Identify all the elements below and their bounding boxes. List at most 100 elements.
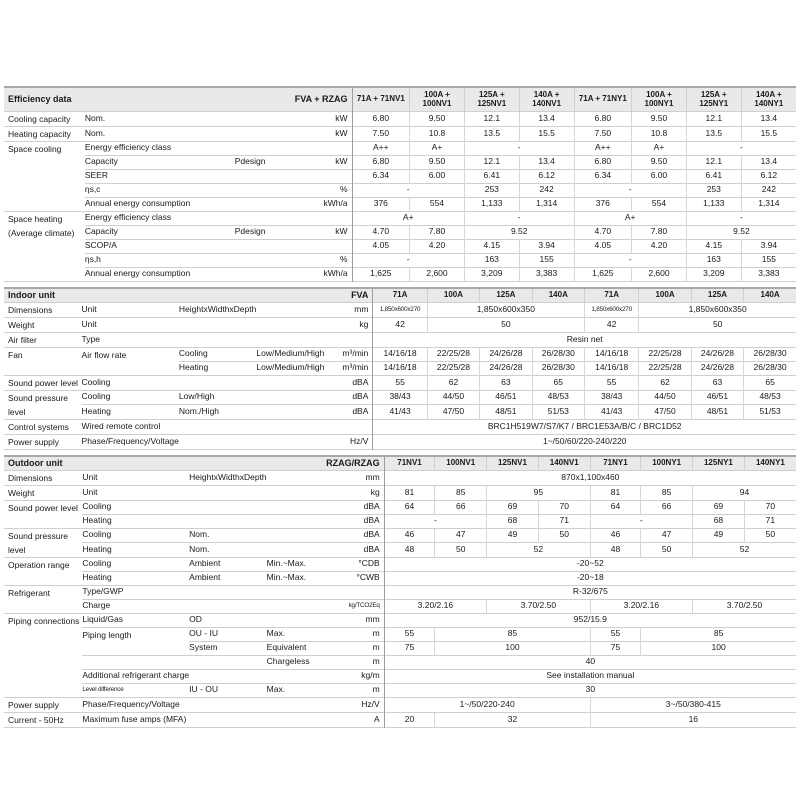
model-code-label: RZAG/RZAG — [326, 454, 385, 470]
value-cell: 6.41 — [463, 168, 520, 183]
row-attribute-label: Heating — [81, 404, 179, 419]
value-cell: 1,850x600x350 — [638, 301, 796, 317]
row-attribute-label — [266, 527, 327, 543]
value-cell: 50 — [638, 316, 796, 332]
row-attribute-label: Nom. — [84, 110, 191, 126]
value-cell: A+ — [351, 210, 465, 225]
row-attribute-label: Heating — [82, 513, 190, 528]
value-cell: - — [351, 182, 465, 197]
table-row: Cooling capacity Nom. kW 6.80 9.50 12.1 13.4 6.… — [4, 110, 796, 126]
value-cell: 42 — [583, 316, 639, 332]
value-cell: 163 — [685, 252, 742, 267]
table-row: Capacity Pdesign kW 6.80 9.50 12.1 13.4 6.80 9.5… — [4, 154, 796, 169]
table-row: Annual energy consumption kWh/a 376 554 1,13… — [4, 196, 796, 211]
row-attribute-label — [189, 499, 267, 514]
value-cell: 1,850x600x270 — [372, 301, 428, 317]
value-cell: A+ — [573, 210, 687, 225]
row-attribute-label: Cooling — [82, 499, 190, 514]
row-attribute-label: HeightxWidthxDepth — [189, 469, 267, 485]
table-row: Space heating (Average climate) Energy ef… — [4, 210, 796, 281]
value-cell: 3.70/2.50 — [486, 598, 591, 613]
value-cell: 50 — [434, 542, 487, 557]
row-attribute-label — [189, 584, 267, 599]
row-attribute-label — [266, 711, 327, 727]
row-attribute-label: Low/High — [178, 389, 257, 405]
value-cell: -20~18 — [383, 570, 796, 585]
unit-label: kWh/a — [294, 196, 353, 211]
value-cell: 6.80 — [351, 154, 410, 169]
column-header: 100NV1 — [434, 454, 487, 470]
row-category-label: Heating capacity — [4, 125, 85, 141]
unit-label: kW — [294, 110, 353, 126]
column-header: 140A — [531, 286, 585, 302]
table-row: Air filter Type Resin net — [4, 331, 796, 347]
value-cell: 4.05 — [573, 238, 632, 253]
value-cell: 253 — [463, 182, 520, 197]
row-attribute-label: Charge — [82, 598, 190, 613]
column-header: 125A +125NY1 — [685, 86, 742, 111]
value-cell: 70 — [743, 499, 796, 514]
column-header: 140A — [743, 286, 796, 302]
value-cell: BRC1H519W7/S7/K7 / BRC1E53A/B/C / BRC1D5… — [372, 418, 796, 434]
value-cell: 26/28/30 — [531, 360, 585, 375]
row-category-label: Piping connections — [4, 612, 83, 697]
table-row: Current - 50Hz Maximum fuse amps (MFA) A 20… — [4, 711, 796, 727]
row-attribute-label — [178, 418, 257, 434]
value-cell: 46/51 — [690, 389, 744, 405]
section-header-row: Efficiency data FVA + RZAG 71A + 71NV1 100A… — [4, 86, 796, 111]
value-cell: 9.52 — [463, 224, 575, 239]
row-attribute-label — [178, 331, 257, 347]
row-category-label: Dimensions — [4, 301, 82, 317]
table-row: Heating Low/Medium/High m³/min 14/16/18 22/2… — [4, 360, 796, 375]
value-cell: 1,133 — [463, 196, 520, 211]
value-cell: 41/43 — [372, 404, 428, 419]
unit-label: m³/min — [324, 346, 373, 361]
unit-label — [294, 238, 353, 253]
row-attribute-label: Unit — [82, 484, 190, 500]
value-cell: 81 — [589, 484, 641, 500]
value-cell: 9.50 — [409, 154, 465, 169]
value-cell: 48 — [589, 542, 641, 557]
value-cell: Resin net — [372, 331, 796, 347]
value-cell: 48 — [383, 542, 435, 557]
value-cell: 100 — [434, 640, 591, 655]
row-attribute-label — [190, 125, 235, 141]
unit-label: mm — [326, 612, 385, 627]
table-row: Piping length OU - IU Max. m 55 85 55 85 — [4, 626, 796, 655]
table-row: SCOP/A 4.05 4.20 4.15 3.94 4.05 4.20 4.15 3.94 — [4, 238, 796, 253]
row-attribute-label — [190, 224, 235, 239]
row-attribute-label — [256, 331, 325, 347]
model-code-label: FVA — [324, 286, 373, 302]
unit-label: m — [326, 654, 385, 669]
unit-label: kW — [294, 224, 353, 239]
value-cell: 15.5 — [740, 125, 796, 141]
table-row: Weight Unit kg 81 85 95 81 85 94 — [4, 484, 796, 500]
row-attribute-label — [266, 469, 327, 485]
row-attribute-label — [256, 418, 325, 434]
value-cell: 4.15 — [463, 238, 520, 253]
column-header: 100A +100NY1 — [631, 86, 687, 111]
value-cell: 51/53 — [531, 404, 585, 419]
value-cell: 26/28/30 — [743, 346, 796, 361]
value-cell: 14/16/18 — [583, 346, 639, 361]
row-attribute-label — [266, 484, 327, 500]
value-cell: 376 — [573, 196, 632, 211]
value-cell: 15.5 — [518, 125, 575, 141]
unit-label: m — [326, 640, 385, 655]
value-cell: 26/28/30 — [531, 346, 585, 361]
row-attribute-label — [190, 210, 235, 225]
row-attribute-label: ηs,h — [84, 252, 191, 267]
unit-label: % — [294, 252, 353, 267]
row-attribute-label — [234, 252, 295, 267]
unit-label: m — [326, 626, 385, 641]
unit-label: m — [326, 682, 385, 697]
column-header: 140NV1 — [537, 454, 591, 470]
value-cell: 10.8 — [631, 125, 687, 141]
value-cell: 52 — [692, 542, 796, 557]
value-cell: 71 — [743, 513, 796, 528]
value-cell: 3,209 — [685, 266, 742, 281]
value-cell: - — [589, 513, 693, 528]
value-cell: 6.12 — [518, 168, 575, 183]
value-cell: 6.80 — [573, 154, 632, 169]
column-header: 125A +125NV1 — [463, 86, 520, 111]
